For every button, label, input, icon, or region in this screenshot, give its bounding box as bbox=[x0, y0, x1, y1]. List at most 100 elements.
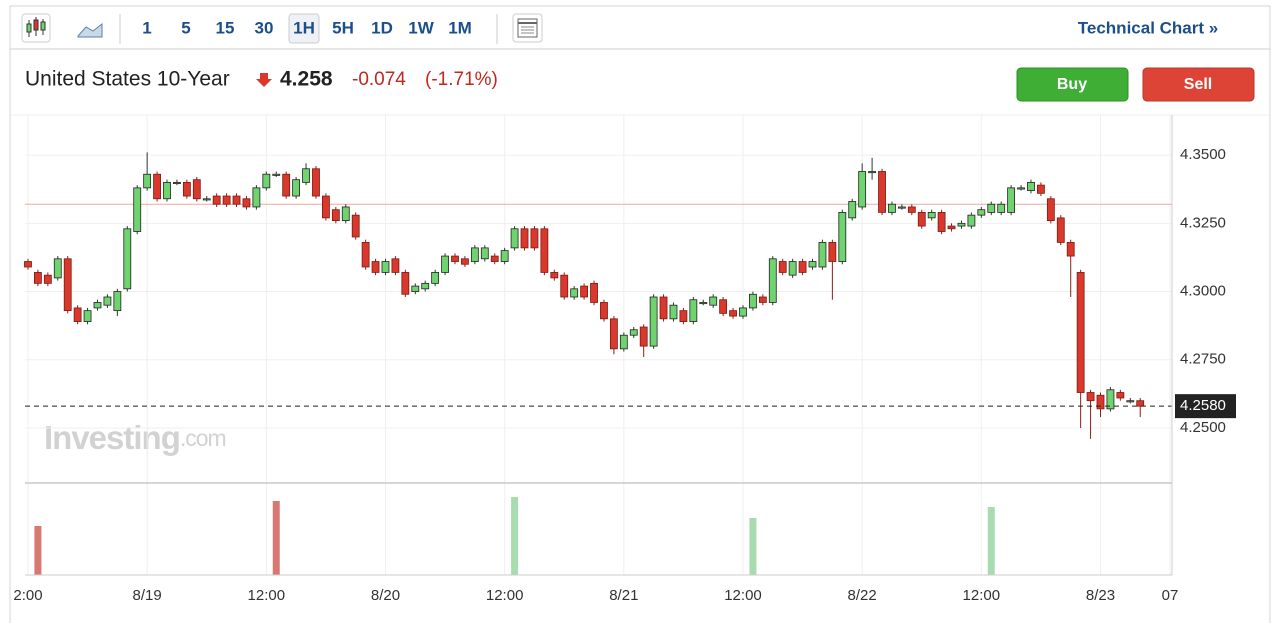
plot bbox=[24, 152, 1172, 575]
candle-body bbox=[381, 261, 390, 273]
interval-button[interactable]: 5 bbox=[181, 18, 190, 37]
candle-icon[interactable] bbox=[21, 13, 51, 43]
candle-body bbox=[163, 181, 171, 200]
table-icon[interactable] bbox=[512, 13, 543, 43]
candle-body bbox=[143, 173, 152, 189]
candle-body bbox=[917, 212, 926, 227]
last-price-label: 4.2580 bbox=[1180, 397, 1226, 414]
y-tick-label: 4.3500 bbox=[1180, 146, 1226, 163]
candle-body bbox=[510, 228, 519, 249]
candle-body bbox=[798, 261, 807, 273]
candle-body bbox=[669, 304, 678, 320]
candle-body bbox=[451, 255, 459, 262]
candle-body bbox=[729, 310, 737, 317]
y-tick-label: 4.2750 bbox=[1180, 351, 1226, 368]
candle-body bbox=[818, 242, 827, 268]
interval-button[interactable]: 1D bbox=[371, 18, 393, 37]
interval-button[interactable]: 1M bbox=[448, 18, 472, 37]
x-tick-label: 2:00 bbox=[13, 587, 42, 604]
candle-body bbox=[897, 206, 906, 209]
candle-body bbox=[788, 261, 797, 276]
interval-button[interactable]: 1H bbox=[293, 18, 315, 37]
interval-button[interactable]: 15 bbox=[216, 18, 235, 37]
candle-body bbox=[262, 173, 271, 189]
candle-body bbox=[1037, 184, 1045, 194]
candle-body bbox=[629, 329, 638, 336]
candle-body bbox=[1086, 392, 1095, 402]
candle-body bbox=[927, 212, 936, 219]
candle-body bbox=[113, 291, 122, 312]
candle-body bbox=[1106, 389, 1115, 410]
interval-button[interactable]: 1 bbox=[142, 18, 151, 37]
volume-bar bbox=[511, 497, 519, 575]
candle-body bbox=[173, 181, 181, 184]
candle-body bbox=[1126, 400, 1135, 403]
candle-body bbox=[838, 212, 847, 262]
candle-body bbox=[401, 272, 410, 295]
price: 4.258 bbox=[280, 68, 333, 91]
watermark-brand: Investing bbox=[44, 419, 180, 456]
candle-body bbox=[232, 195, 241, 205]
candle-body bbox=[580, 285, 589, 298]
candle-body bbox=[778, 261, 787, 273]
candle-body bbox=[322, 195, 330, 219]
candle-body bbox=[858, 171, 867, 208]
candle-body bbox=[421, 282, 430, 290]
volume-bar bbox=[749, 518, 757, 575]
candle-body bbox=[848, 201, 857, 219]
candle-body bbox=[967, 214, 976, 227]
candle-body bbox=[868, 171, 876, 174]
candle-body bbox=[222, 195, 231, 205]
candle-body bbox=[500, 250, 509, 262]
change-percent: (-1.71%) bbox=[425, 69, 498, 90]
candle-body bbox=[907, 206, 916, 213]
interval-button[interactable]: 1W bbox=[408, 18, 434, 37]
candle-body bbox=[550, 272, 559, 279]
instrument-title: United States 10-Year bbox=[25, 68, 230, 91]
line-icon[interactable] bbox=[77, 22, 103, 38]
candle-body bbox=[371, 261, 380, 273]
candle-body bbox=[1046, 198, 1055, 221]
buy-button[interactable]: Buy bbox=[1016, 67, 1129, 102]
candle-body bbox=[699, 302, 708, 305]
candle-body bbox=[619, 334, 628, 350]
candle-body bbox=[242, 198, 251, 208]
buy-label[interactable]: Buy bbox=[1057, 76, 1087, 93]
candle-body bbox=[312, 168, 320, 197]
sell-label[interactable]: Sell bbox=[1184, 76, 1212, 93]
candle-body bbox=[679, 310, 688, 322]
candle-body bbox=[123, 228, 132, 290]
candle-body bbox=[957, 222, 966, 227]
change: -0.074 bbox=[352, 69, 406, 90]
grid bbox=[25, 115, 1172, 575]
sell-button[interactable]: Sell bbox=[1142, 67, 1255, 102]
interval-button[interactable]: 5H bbox=[332, 18, 354, 37]
candle-body bbox=[73, 307, 82, 322]
candle-body bbox=[937, 212, 946, 232]
candle-body bbox=[282, 173, 291, 197]
candle-body bbox=[570, 288, 579, 298]
interval-button[interactable]: 30 bbox=[255, 18, 274, 37]
candle-body bbox=[302, 168, 310, 183]
candle-body bbox=[689, 299, 698, 322]
volume-bar bbox=[987, 507, 995, 575]
frame bbox=[9, 5, 1271, 623]
candle-body bbox=[609, 318, 618, 350]
x-tick-label: 8/22 bbox=[848, 587, 877, 604]
candle-body bbox=[947, 225, 956, 230]
candle-body bbox=[590, 282, 598, 303]
down-arrow bbox=[256, 73, 272, 87]
candle-body bbox=[361, 242, 370, 268]
candle-body bbox=[341, 206, 350, 221]
candle-body bbox=[24, 261, 32, 268]
candle-body bbox=[83, 310, 92, 322]
candle-body bbox=[490, 255, 499, 262]
candle-body bbox=[1056, 217, 1065, 243]
candle-body bbox=[828, 242, 837, 262]
technical-chart-link[interactable]: Technical Chart » bbox=[1078, 18, 1218, 37]
candle-body bbox=[252, 187, 261, 208]
candle-body bbox=[639, 326, 648, 347]
candle-body bbox=[1066, 242, 1075, 257]
candle-body bbox=[212, 195, 221, 205]
